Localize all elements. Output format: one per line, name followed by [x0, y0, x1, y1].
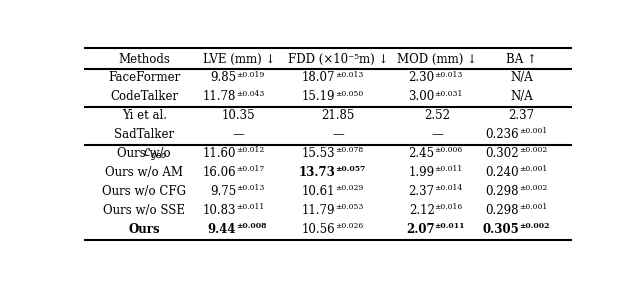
Text: 0.236: 0.236	[485, 128, 519, 141]
Text: $\mathcal{L}_{geo}$: $\mathcal{L}_{geo}$	[141, 146, 167, 162]
Text: 2.12: 2.12	[409, 204, 435, 217]
Text: ±0.043: ±0.043	[236, 89, 264, 98]
Text: ±0.013: ±0.013	[335, 70, 364, 79]
Text: FaceFormer: FaceFormer	[108, 72, 180, 85]
Text: ±0.011: ±0.011	[435, 222, 465, 230]
Text: Ours: Ours	[129, 223, 160, 236]
Text: 9.44: 9.44	[208, 223, 236, 236]
Text: ±0.019: ±0.019	[236, 70, 264, 79]
Text: ±0.026: ±0.026	[335, 222, 364, 230]
Text: ±0.050: ±0.050	[335, 89, 364, 98]
Text: CodeTalker: CodeTalker	[111, 91, 179, 103]
Text: 11.78: 11.78	[203, 91, 236, 103]
Text: Ours w/o: Ours w/o	[117, 147, 175, 160]
Text: ±0.013: ±0.013	[236, 184, 264, 192]
Text: 10.83: 10.83	[203, 204, 236, 217]
Text: BA ↑: BA ↑	[506, 53, 537, 66]
Text: 3.00: 3.00	[408, 91, 435, 103]
Text: 18.07: 18.07	[302, 72, 335, 85]
Text: 2.37: 2.37	[508, 110, 534, 122]
Text: 15.53: 15.53	[302, 147, 335, 160]
Text: 16.06: 16.06	[203, 166, 236, 179]
Text: ±0.001: ±0.001	[519, 127, 547, 136]
Text: ±0.057: ±0.057	[335, 165, 366, 173]
Text: 11.79: 11.79	[302, 204, 335, 217]
Text: 1.99: 1.99	[408, 166, 435, 179]
Text: ±0.078: ±0.078	[335, 146, 364, 155]
Text: ±0.053: ±0.053	[335, 203, 364, 211]
Text: N/A: N/A	[510, 72, 533, 85]
Text: 0.302: 0.302	[485, 147, 519, 160]
Text: ±0.002: ±0.002	[519, 222, 549, 230]
Text: 0.298: 0.298	[486, 204, 519, 217]
Text: ±0.008: ±0.008	[236, 222, 267, 230]
Text: 9.85: 9.85	[210, 72, 236, 85]
Text: 2.30: 2.30	[408, 72, 435, 85]
Text: ±0.031: ±0.031	[435, 89, 463, 98]
Text: 2.52: 2.52	[424, 110, 450, 122]
Text: ±0.012: ±0.012	[236, 146, 264, 155]
Text: MOD (mm) ↓: MOD (mm) ↓	[397, 53, 477, 66]
Text: 9.75: 9.75	[210, 185, 236, 198]
Text: ±0.013: ±0.013	[435, 70, 463, 79]
Text: 15.19: 15.19	[302, 91, 335, 103]
Text: Yi et al.: Yi et al.	[122, 110, 167, 122]
Text: ±0.016: ±0.016	[435, 203, 463, 211]
Text: Ours w/o CFG: Ours w/o CFG	[102, 185, 186, 198]
Text: ±0.011: ±0.011	[435, 165, 463, 173]
Text: Ours w/o SSE: Ours w/o SSE	[104, 204, 186, 217]
Text: 2.37: 2.37	[408, 185, 435, 198]
Text: 2.45: 2.45	[408, 147, 435, 160]
Text: 0.240: 0.240	[485, 166, 519, 179]
Text: ±0.014: ±0.014	[435, 184, 463, 192]
Text: 0.305: 0.305	[482, 223, 519, 236]
Text: 21.85: 21.85	[321, 110, 355, 122]
Text: 10.61: 10.61	[302, 185, 335, 198]
Text: LVE (mm) ↓: LVE (mm) ↓	[202, 53, 275, 66]
Text: FDD (×10⁻⁵m) ↓: FDD (×10⁻⁵m) ↓	[288, 53, 388, 66]
Text: ±0.006: ±0.006	[435, 146, 463, 155]
Text: —: —	[332, 128, 344, 141]
Text: 2.07: 2.07	[406, 223, 435, 236]
Text: Methods: Methods	[118, 53, 170, 66]
Text: —: —	[431, 128, 443, 141]
Text: ±0.011: ±0.011	[236, 203, 264, 211]
Text: ±0.002: ±0.002	[519, 184, 547, 192]
Text: 0.298: 0.298	[486, 185, 519, 198]
Text: 11.60: 11.60	[203, 147, 236, 160]
Text: —: —	[233, 128, 244, 141]
Text: 10.56: 10.56	[302, 223, 335, 236]
Text: ±0.017: ±0.017	[236, 165, 264, 173]
Text: SadTalker: SadTalker	[115, 128, 175, 141]
Text: ±0.001: ±0.001	[519, 165, 547, 173]
Text: ±0.001: ±0.001	[519, 203, 547, 211]
Text: 13.73: 13.73	[299, 166, 335, 179]
Text: Ours w/o AM: Ours w/o AM	[106, 166, 184, 179]
Text: 10.35: 10.35	[222, 110, 255, 122]
Text: N/A: N/A	[510, 91, 533, 103]
Text: ±0.002: ±0.002	[519, 146, 547, 155]
Text: ±0.029: ±0.029	[335, 184, 364, 192]
